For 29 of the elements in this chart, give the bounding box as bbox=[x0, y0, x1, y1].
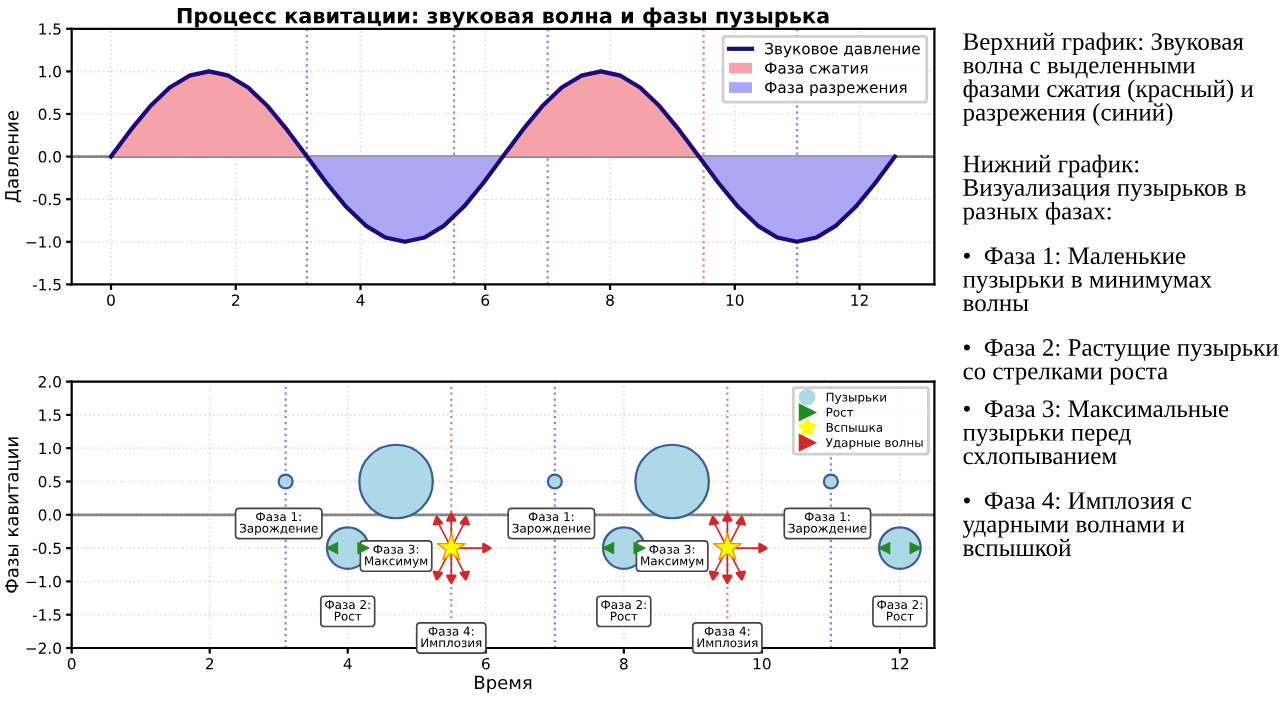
point bbox=[722, 512, 733, 522]
point bbox=[708, 515, 720, 526]
text: • Фаза 4: Имплозия с ударными волнами и вспышкой bbox=[962, 492, 1192, 557]
point bbox=[459, 515, 470, 526]
point bbox=[758, 542, 768, 554]
point bbox=[633, 542, 645, 554]
point bbox=[722, 574, 733, 584]
point bbox=[708, 570, 720, 581]
point bbox=[735, 570, 746, 581]
point bbox=[735, 515, 746, 526]
point bbox=[446, 574, 457, 584]
point bbox=[712, 532, 742, 561]
text: • Фаза 3: Максимальные пузырьки перед схлопыванием bbox=[963, 400, 1229, 465]
point bbox=[482, 542, 492, 554]
y-axis-title: Давление bbox=[5, 111, 22, 203]
text: Нижний график: Визуализация пузырьков в разных фазах: bbox=[962, 154, 1246, 225]
point bbox=[432, 570, 443, 581]
y-axis-title: Фазы кавитации bbox=[5, 437, 21, 593]
chart-title: Процесс кавитации: звуковая волна и фазы пузырька bbox=[177, 7, 829, 28]
point bbox=[446, 512, 457, 522]
point bbox=[459, 570, 470, 581]
point bbox=[432, 515, 443, 526]
text: Верхний график: Звуковая волна с выделенными фазами сжатия (красный) и разрежения (синий) bbox=[962, 32, 1254, 126]
text: • Фаза 1: Маленькие пузырьки в минимумах волны bbox=[963, 247, 1212, 312]
text: • Фаза 2: Растущие пузырьки со стрелками роста bbox=[963, 339, 1279, 385]
point bbox=[909, 542, 921, 554]
point bbox=[436, 532, 466, 561]
point bbox=[357, 542, 369, 554]
x-axis-title: Время bbox=[475, 675, 532, 693]
